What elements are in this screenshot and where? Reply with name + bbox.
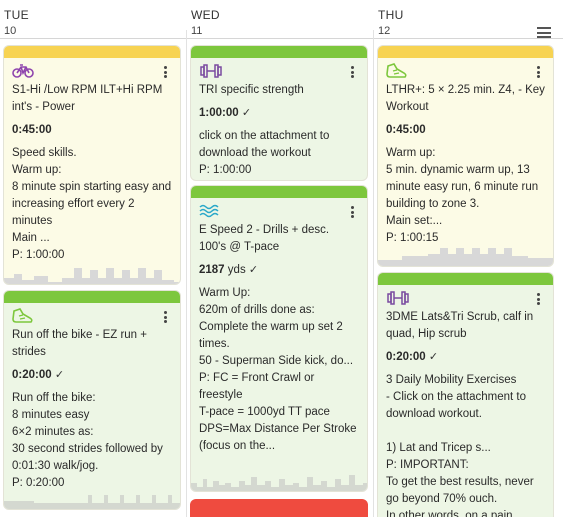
workout-description: click on the attachment to download the … — [199, 130, 333, 159]
day-date[interactable]: 11 — [191, 25, 203, 37]
workout-title: 3DME Lats&Tri Scrub, calf in quad, Hip s… — [386, 311, 534, 340]
card-status-bar — [191, 46, 367, 58]
more-options-icon[interactable] — [535, 66, 541, 80]
completed-check-icon: ✓ — [248, 264, 259, 276]
dumbbell-icon — [387, 291, 409, 305]
day-date[interactable]: 10 — [4, 25, 17, 37]
planned-value: P: 0:20:00 — [12, 477, 65, 489]
more-options-icon[interactable] — [162, 311, 168, 325]
workout-description: 3 Daily Mobility Exercises - Click on th… — [386, 374, 526, 454]
completed-check-icon: ✓ — [428, 351, 439, 363]
workout-card-strength[interactable]: 3DME Lats&Tri Scrub, calf in quad, Hip s… — [377, 272, 554, 517]
header-divider — [187, 38, 373, 39]
run-shoe-icon — [386, 63, 407, 78]
day-name: WED — [191, 8, 220, 22]
workout-profile-graph — [4, 495, 180, 509]
workout-profile-graph — [378, 248, 553, 266]
workout-title: TRI specific strength — [199, 84, 304, 96]
workout-card-run[interactable]: Run off the bike - EZ run + strides 0:20… — [3, 290, 181, 510]
workout-duration: 0:20:00 ✓ — [12, 369, 65, 381]
more-options-icon[interactable] — [349, 66, 355, 80]
column-divider — [373, 30, 374, 517]
workout-duration: 1:00:00 ✓ — [199, 107, 252, 119]
header-divider — [0, 38, 186, 39]
swim-waves-icon — [199, 204, 219, 218]
workout-duration: 0:45:00 — [386, 124, 426, 136]
workout-description: Run off the bike: 8 minutes easy 6×2 min… — [12, 392, 163, 472]
workout-description: Speed skills. Warm up: 8 minute spin sta… — [12, 147, 172, 244]
workout-description: Warm Up: 620m of drills done as: Complet… — [199, 287, 354, 367]
workout-title: LTHR+: 5 × 2.25 min. Z4, - Key Workout — [386, 84, 545, 113]
workout-card-swim[interactable]: E Speed 2 - Drills + desc. 100's @ T-pac… — [190, 185, 368, 492]
header-divider — [374, 38, 563, 39]
day-date[interactable]: 12 — [378, 25, 391, 37]
workout-card-status-bar-red[interactable] — [190, 499, 368, 517]
workout-description: Warm up: 5 min. dynamic warm up, 13 minu… — [386, 147, 539, 227]
workout-duration: 0:20:00 ✓ — [386, 351, 439, 363]
workout-card-bike[interactable]: S1-Hi /Low RPM ILT+Hi RPM int's - Power … — [3, 45, 181, 285]
workout-title: E Speed 2 - Drills + desc. 100's @ T-pac… — [199, 224, 330, 253]
completed-check-icon: ✓ — [241, 107, 252, 119]
planned-value: P: FC = Front Crawl or freestyle T-pace … — [199, 372, 357, 452]
day-name: TUE — [4, 8, 29, 22]
workout-title: S1-Hi /Low RPM ILT+Hi RPM int's - Power — [12, 84, 163, 113]
dumbbell-icon — [200, 64, 222, 78]
more-options-icon[interactable] — [349, 206, 355, 220]
workout-profile-graph — [191, 475, 367, 491]
day-name: THU — [378, 8, 404, 22]
card-status-bar — [378, 273, 553, 285]
planned-value: P: IMPORTANT: To get the best results, n… — [386, 459, 534, 517]
planned-value: P: 1:00:15 — [386, 232, 439, 244]
planned-value: P: 1:00:00 — [199, 164, 252, 176]
bike-icon — [12, 64, 34, 78]
run-shoe-icon — [12, 308, 33, 323]
planned-value: P: 1:00:00 — [12, 249, 65, 261]
day-header-wednesday: WED 11 — [187, 0, 373, 40]
column-divider — [186, 30, 187, 517]
card-status-bar — [4, 291, 180, 303]
workout-profile-graph — [4, 268, 180, 284]
more-options-icon[interactable] — [162, 66, 168, 80]
hamburger-menu-icon[interactable] — [537, 27, 551, 38]
completed-check-icon: ✓ — [54, 369, 65, 381]
workout-card-strength[interactable]: TRI specific strength 1:00:00 ✓ click on… — [190, 45, 368, 181]
workout-card-run[interactable]: LTHR+: 5 × 2.25 min. Z4, - Key Workout 0… — [377, 45, 554, 267]
card-status-bar — [4, 46, 180, 58]
day-header-tuesday: TUE 10 — [0, 0, 186, 40]
day-header-thursday: THU 12 — [374, 0, 563, 40]
workout-duration: 0:45:00 — [12, 124, 52, 136]
card-status-bar — [378, 46, 553, 58]
card-status-bar — [191, 186, 367, 198]
more-options-icon[interactable] — [535, 293, 541, 307]
workout-title: Run off the bike - EZ run + strides — [12, 329, 147, 358]
workout-distance: 2187 yds ✓ — [199, 264, 259, 276]
